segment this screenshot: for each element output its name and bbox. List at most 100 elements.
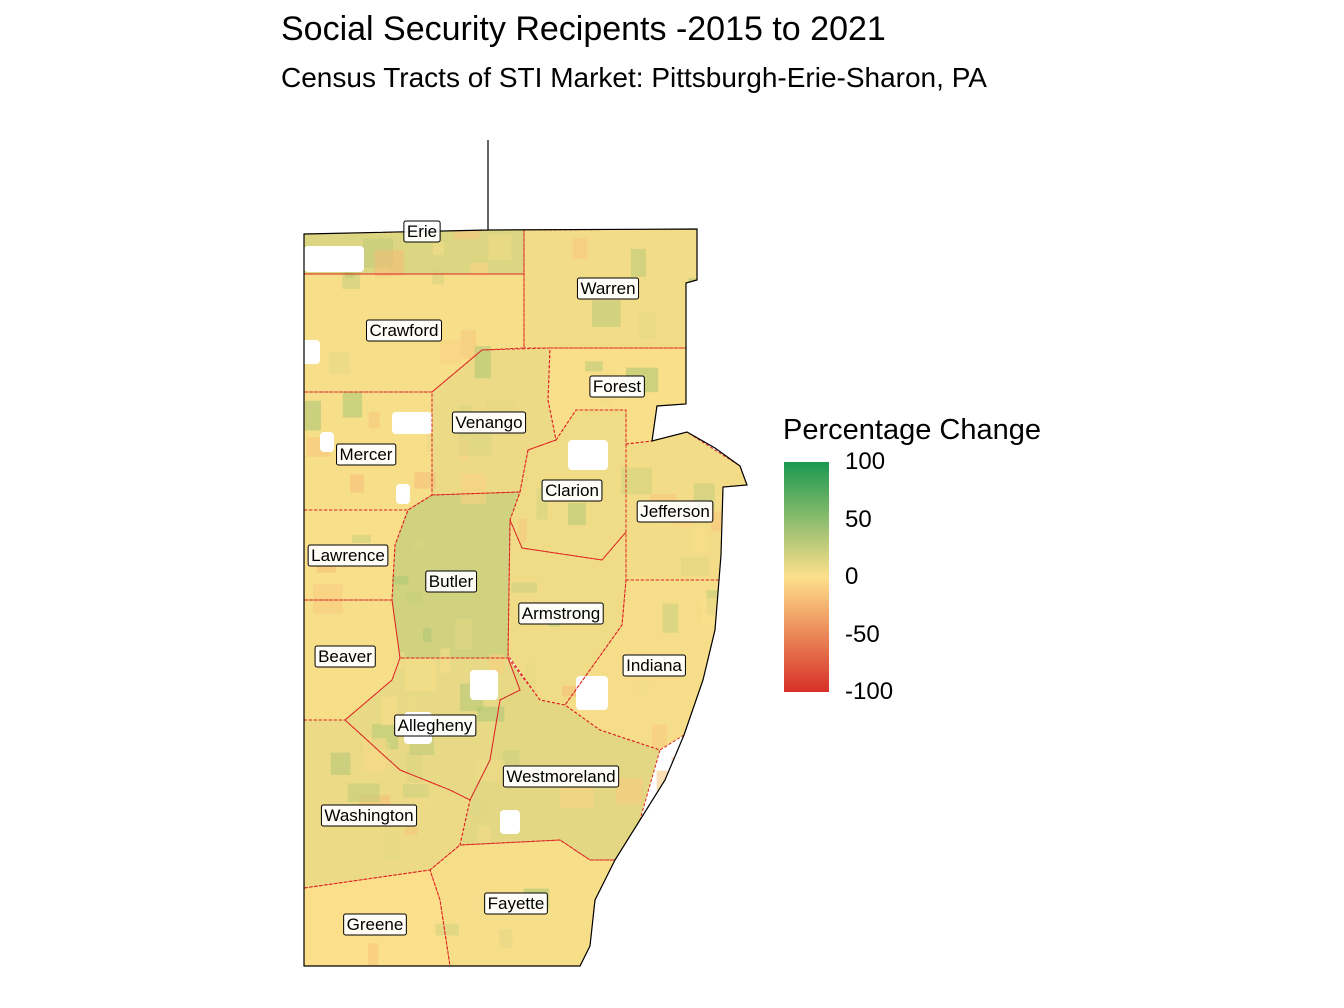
market-outline bbox=[303, 140, 748, 967]
tract bbox=[572, 238, 588, 259]
tract bbox=[413, 538, 423, 551]
tract bbox=[524, 662, 537, 695]
svg-text:Greene: Greene bbox=[347, 915, 404, 934]
county-border bbox=[391, 491, 521, 659]
no-data-tract bbox=[396, 484, 410, 504]
svg-text:Venango: Venango bbox=[455, 413, 522, 432]
county-label: Lawrence bbox=[307, 544, 389, 567]
tract bbox=[662, 603, 679, 633]
no-data-tract bbox=[576, 676, 608, 710]
tract bbox=[406, 591, 423, 604]
svg-text:Erie: Erie bbox=[407, 222, 437, 241]
tract bbox=[405, 658, 437, 692]
county-label: Butler bbox=[425, 570, 478, 593]
tract bbox=[562, 685, 583, 697]
svg-text:Washington: Washington bbox=[324, 806, 413, 825]
county-label: Erie bbox=[403, 220, 441, 243]
tract bbox=[470, 262, 488, 278]
tract bbox=[688, 278, 697, 308]
tract bbox=[615, 777, 643, 804]
svg-text:Warren: Warren bbox=[580, 279, 635, 298]
tract bbox=[521, 164, 545, 191]
county-label: Warren bbox=[576, 277, 640, 300]
tract bbox=[343, 179, 363, 206]
legend-tick: 100 bbox=[845, 448, 886, 475]
no-data-tract bbox=[568, 440, 608, 470]
tract bbox=[730, 905, 747, 934]
tract bbox=[630, 248, 646, 277]
tract bbox=[414, 472, 436, 489]
county-label: Jefferson bbox=[636, 500, 714, 523]
tract bbox=[721, 390, 747, 417]
tract bbox=[368, 943, 379, 966]
county-border bbox=[304, 509, 409, 601]
tract bbox=[541, 183, 562, 196]
tract bbox=[440, 648, 450, 673]
tract bbox=[432, 268, 445, 285]
svg-text:Mercer: Mercer bbox=[340, 445, 393, 464]
tract bbox=[392, 575, 409, 585]
county-westmoreland bbox=[460, 658, 660, 860]
legend-title: Percentage Change bbox=[783, 414, 1041, 446]
tract bbox=[694, 424, 710, 439]
legend-tick: 50 bbox=[845, 505, 872, 533]
tract bbox=[521, 182, 537, 204]
tract bbox=[511, 582, 538, 593]
tract bbox=[328, 352, 350, 374]
tract bbox=[340, 196, 354, 213]
tract bbox=[518, 518, 527, 543]
svg-text:Butler: Butler bbox=[429, 572, 474, 591]
county-label: Crawford bbox=[366, 319, 442, 342]
tract bbox=[720, 802, 739, 814]
tract bbox=[638, 312, 656, 339]
tract bbox=[596, 899, 607, 913]
map-subtitle: Census Tracts of STI Market: Pittsburgh-… bbox=[281, 62, 987, 93]
svg-text:Forest: Forest bbox=[593, 377, 641, 396]
tract bbox=[313, 583, 343, 614]
county-label: Mercer bbox=[336, 443, 397, 466]
tract bbox=[637, 679, 650, 694]
tract bbox=[585, 361, 603, 372]
county-label: Clarion bbox=[541, 479, 603, 502]
county-label: Allegheny bbox=[394, 714, 477, 737]
tract bbox=[330, 752, 351, 775]
tract bbox=[739, 516, 747, 541]
tract bbox=[428, 140, 449, 167]
county-label: Indiana bbox=[622, 654, 686, 677]
tract bbox=[530, 169, 549, 182]
tract bbox=[471, 214, 493, 229]
svg-text:Crawford: Crawford bbox=[370, 321, 439, 340]
tract bbox=[700, 597, 722, 626]
tract bbox=[488, 234, 512, 260]
tract bbox=[423, 628, 432, 643]
county-border bbox=[429, 839, 616, 966]
county-erie bbox=[304, 140, 524, 274]
tract bbox=[405, 826, 418, 836]
svg-text:Westmoreland: Westmoreland bbox=[506, 767, 615, 786]
tract bbox=[615, 151, 630, 163]
no-data-tract bbox=[304, 340, 320, 364]
tract bbox=[680, 557, 710, 577]
county-border bbox=[304, 869, 451, 966]
tract bbox=[677, 760, 701, 793]
map-title: Social Security Recipents -2015 to 2021 bbox=[281, 10, 886, 48]
tract bbox=[709, 278, 722, 300]
tract bbox=[729, 799, 747, 814]
tract bbox=[499, 929, 513, 949]
tract bbox=[489, 654, 505, 674]
county-label: Washington bbox=[320, 804, 418, 827]
tract bbox=[474, 346, 491, 379]
tract bbox=[349, 514, 378, 525]
tract bbox=[342, 392, 363, 418]
no-data-tract bbox=[304, 246, 364, 272]
tract bbox=[472, 793, 486, 822]
tract bbox=[693, 528, 708, 553]
tract bbox=[304, 400, 321, 431]
tract bbox=[407, 695, 420, 718]
tract bbox=[568, 503, 586, 526]
county-border bbox=[304, 391, 433, 511]
tract bbox=[591, 146, 601, 160]
tract bbox=[374, 250, 404, 276]
svg-text:Indiana: Indiana bbox=[626, 656, 682, 675]
tract bbox=[547, 159, 565, 178]
